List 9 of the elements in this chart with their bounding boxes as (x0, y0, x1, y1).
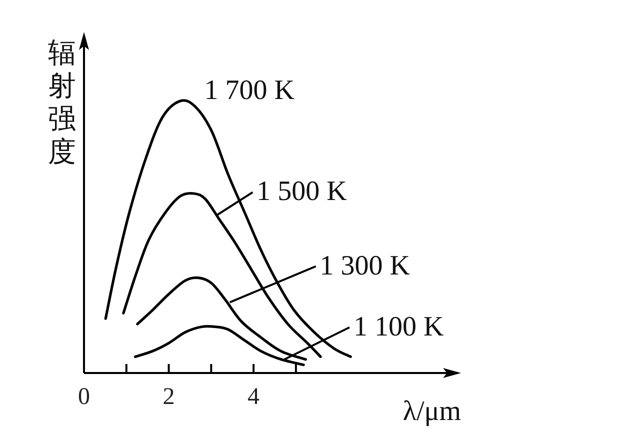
x-axis-title: λ/μm (402, 396, 462, 427)
annotation: 1 100 K (353, 311, 444, 342)
annotation: 1 700 K (204, 75, 294, 106)
x-tick-label: 2 (162, 384, 175, 410)
x-tick-label: 0 (78, 384, 90, 410)
annotation: 1 500 K (256, 176, 347, 208)
y-axis-title: 辐射强度 (48, 37, 76, 167)
x-tick-label: 4 (248, 384, 260, 410)
annotation: 1 300 K (320, 250, 410, 282)
